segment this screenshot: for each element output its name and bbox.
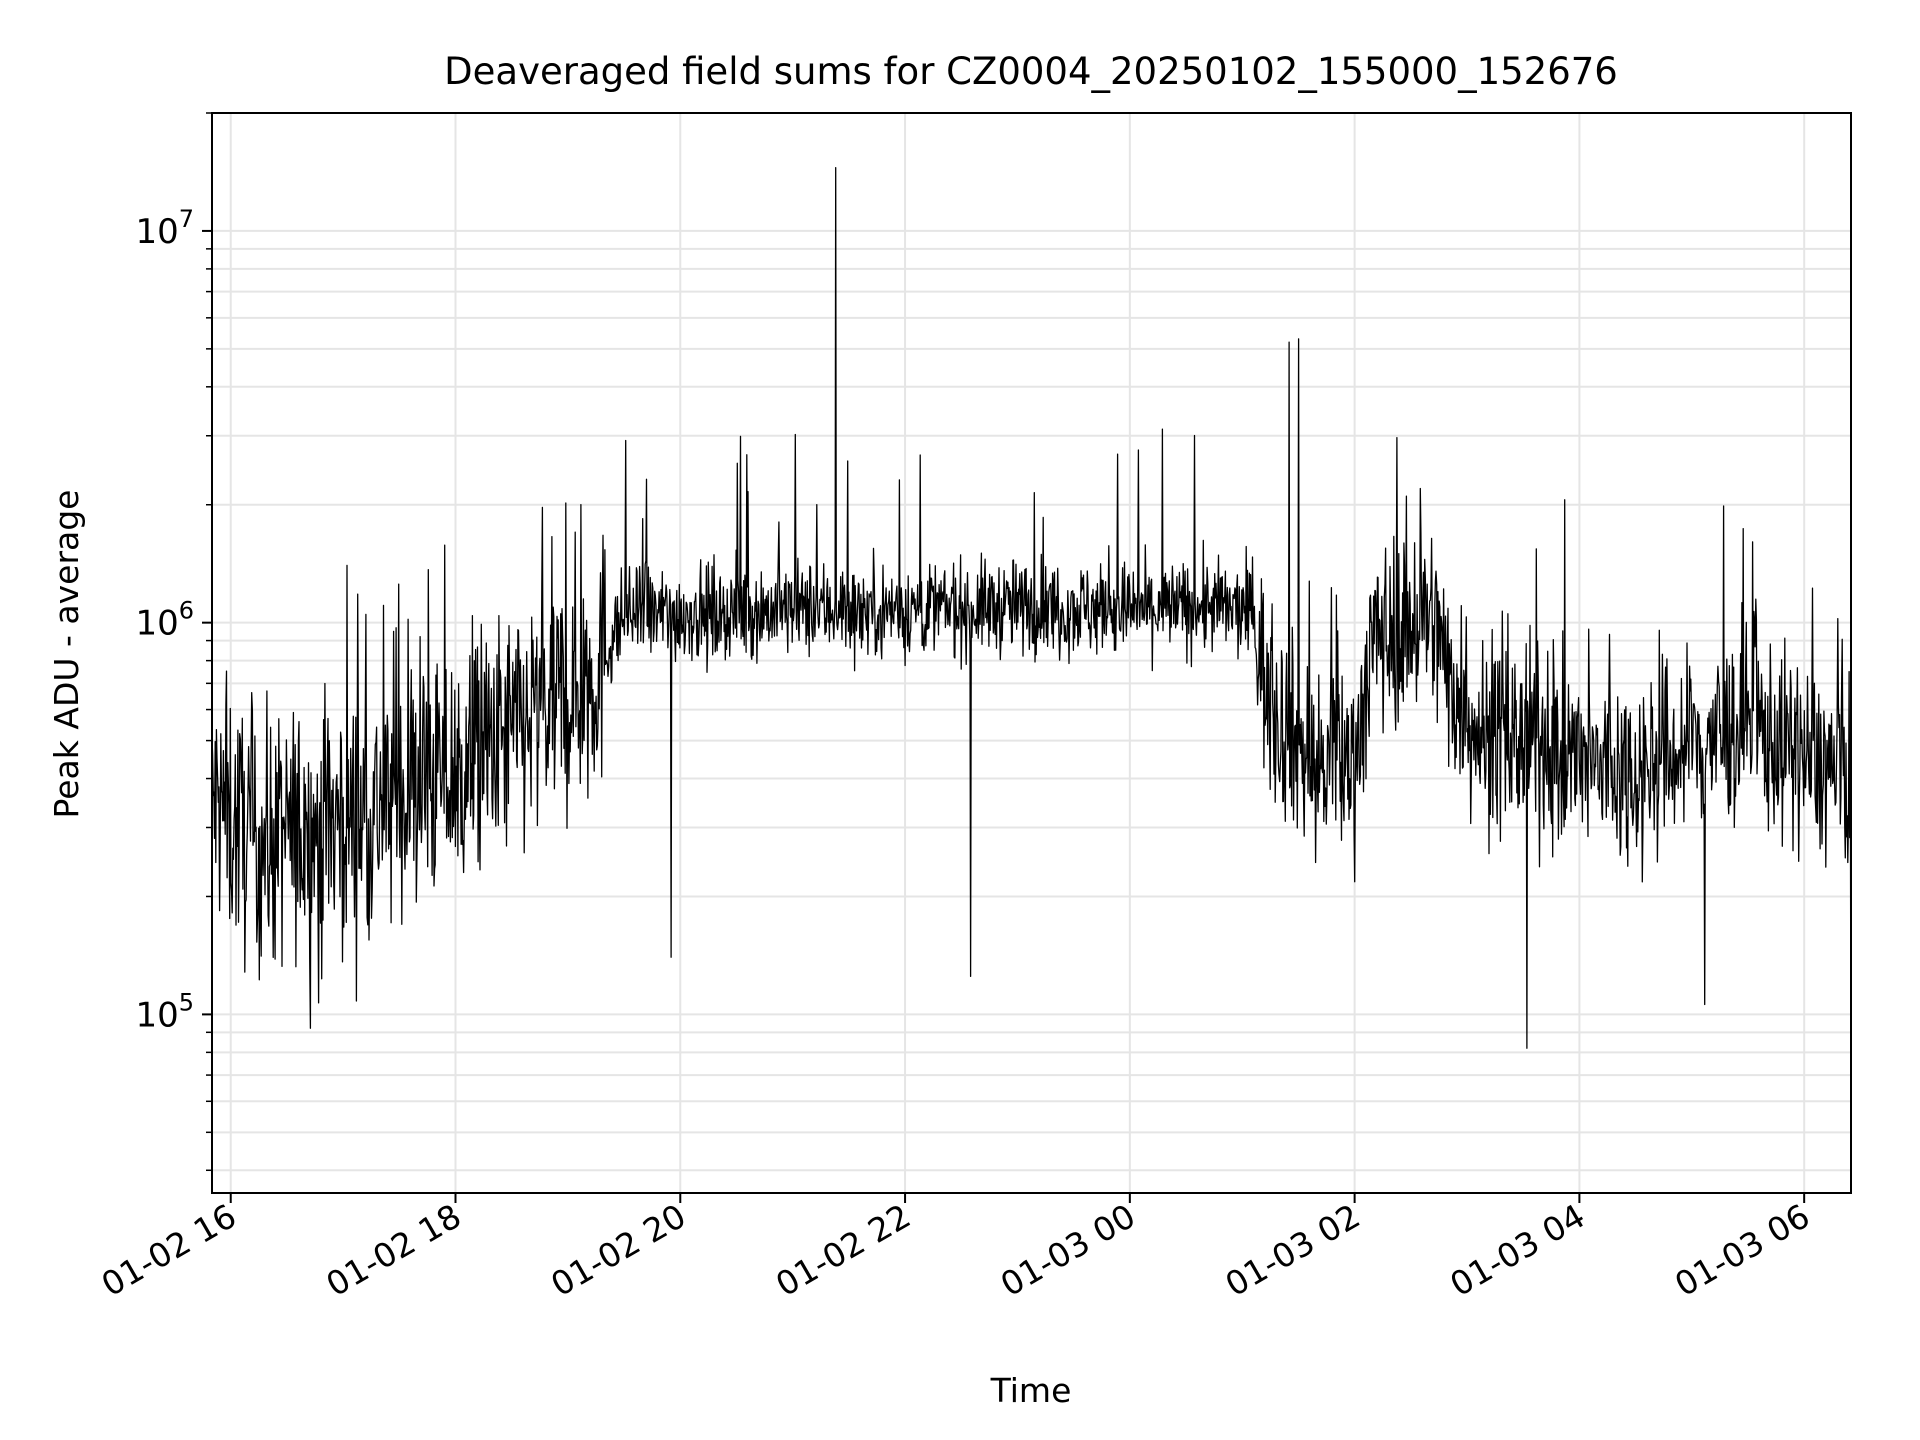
x-axis-label: Time xyxy=(990,1371,1072,1410)
plot-frame xyxy=(211,112,1852,1194)
y-tick-label: 105 xyxy=(135,988,194,1035)
y-axis: 105 106 107 xyxy=(135,112,212,1172)
y-tick-label: 107 xyxy=(135,205,194,252)
y-axis-label: Peak ADU - average xyxy=(47,490,86,819)
y-tick-label: 106 xyxy=(135,597,194,644)
chart-title: Deaveraged field sums for CZ0004_2025010… xyxy=(444,50,1618,93)
series-layer xyxy=(211,167,1852,1102)
series-line xyxy=(211,167,1852,1102)
